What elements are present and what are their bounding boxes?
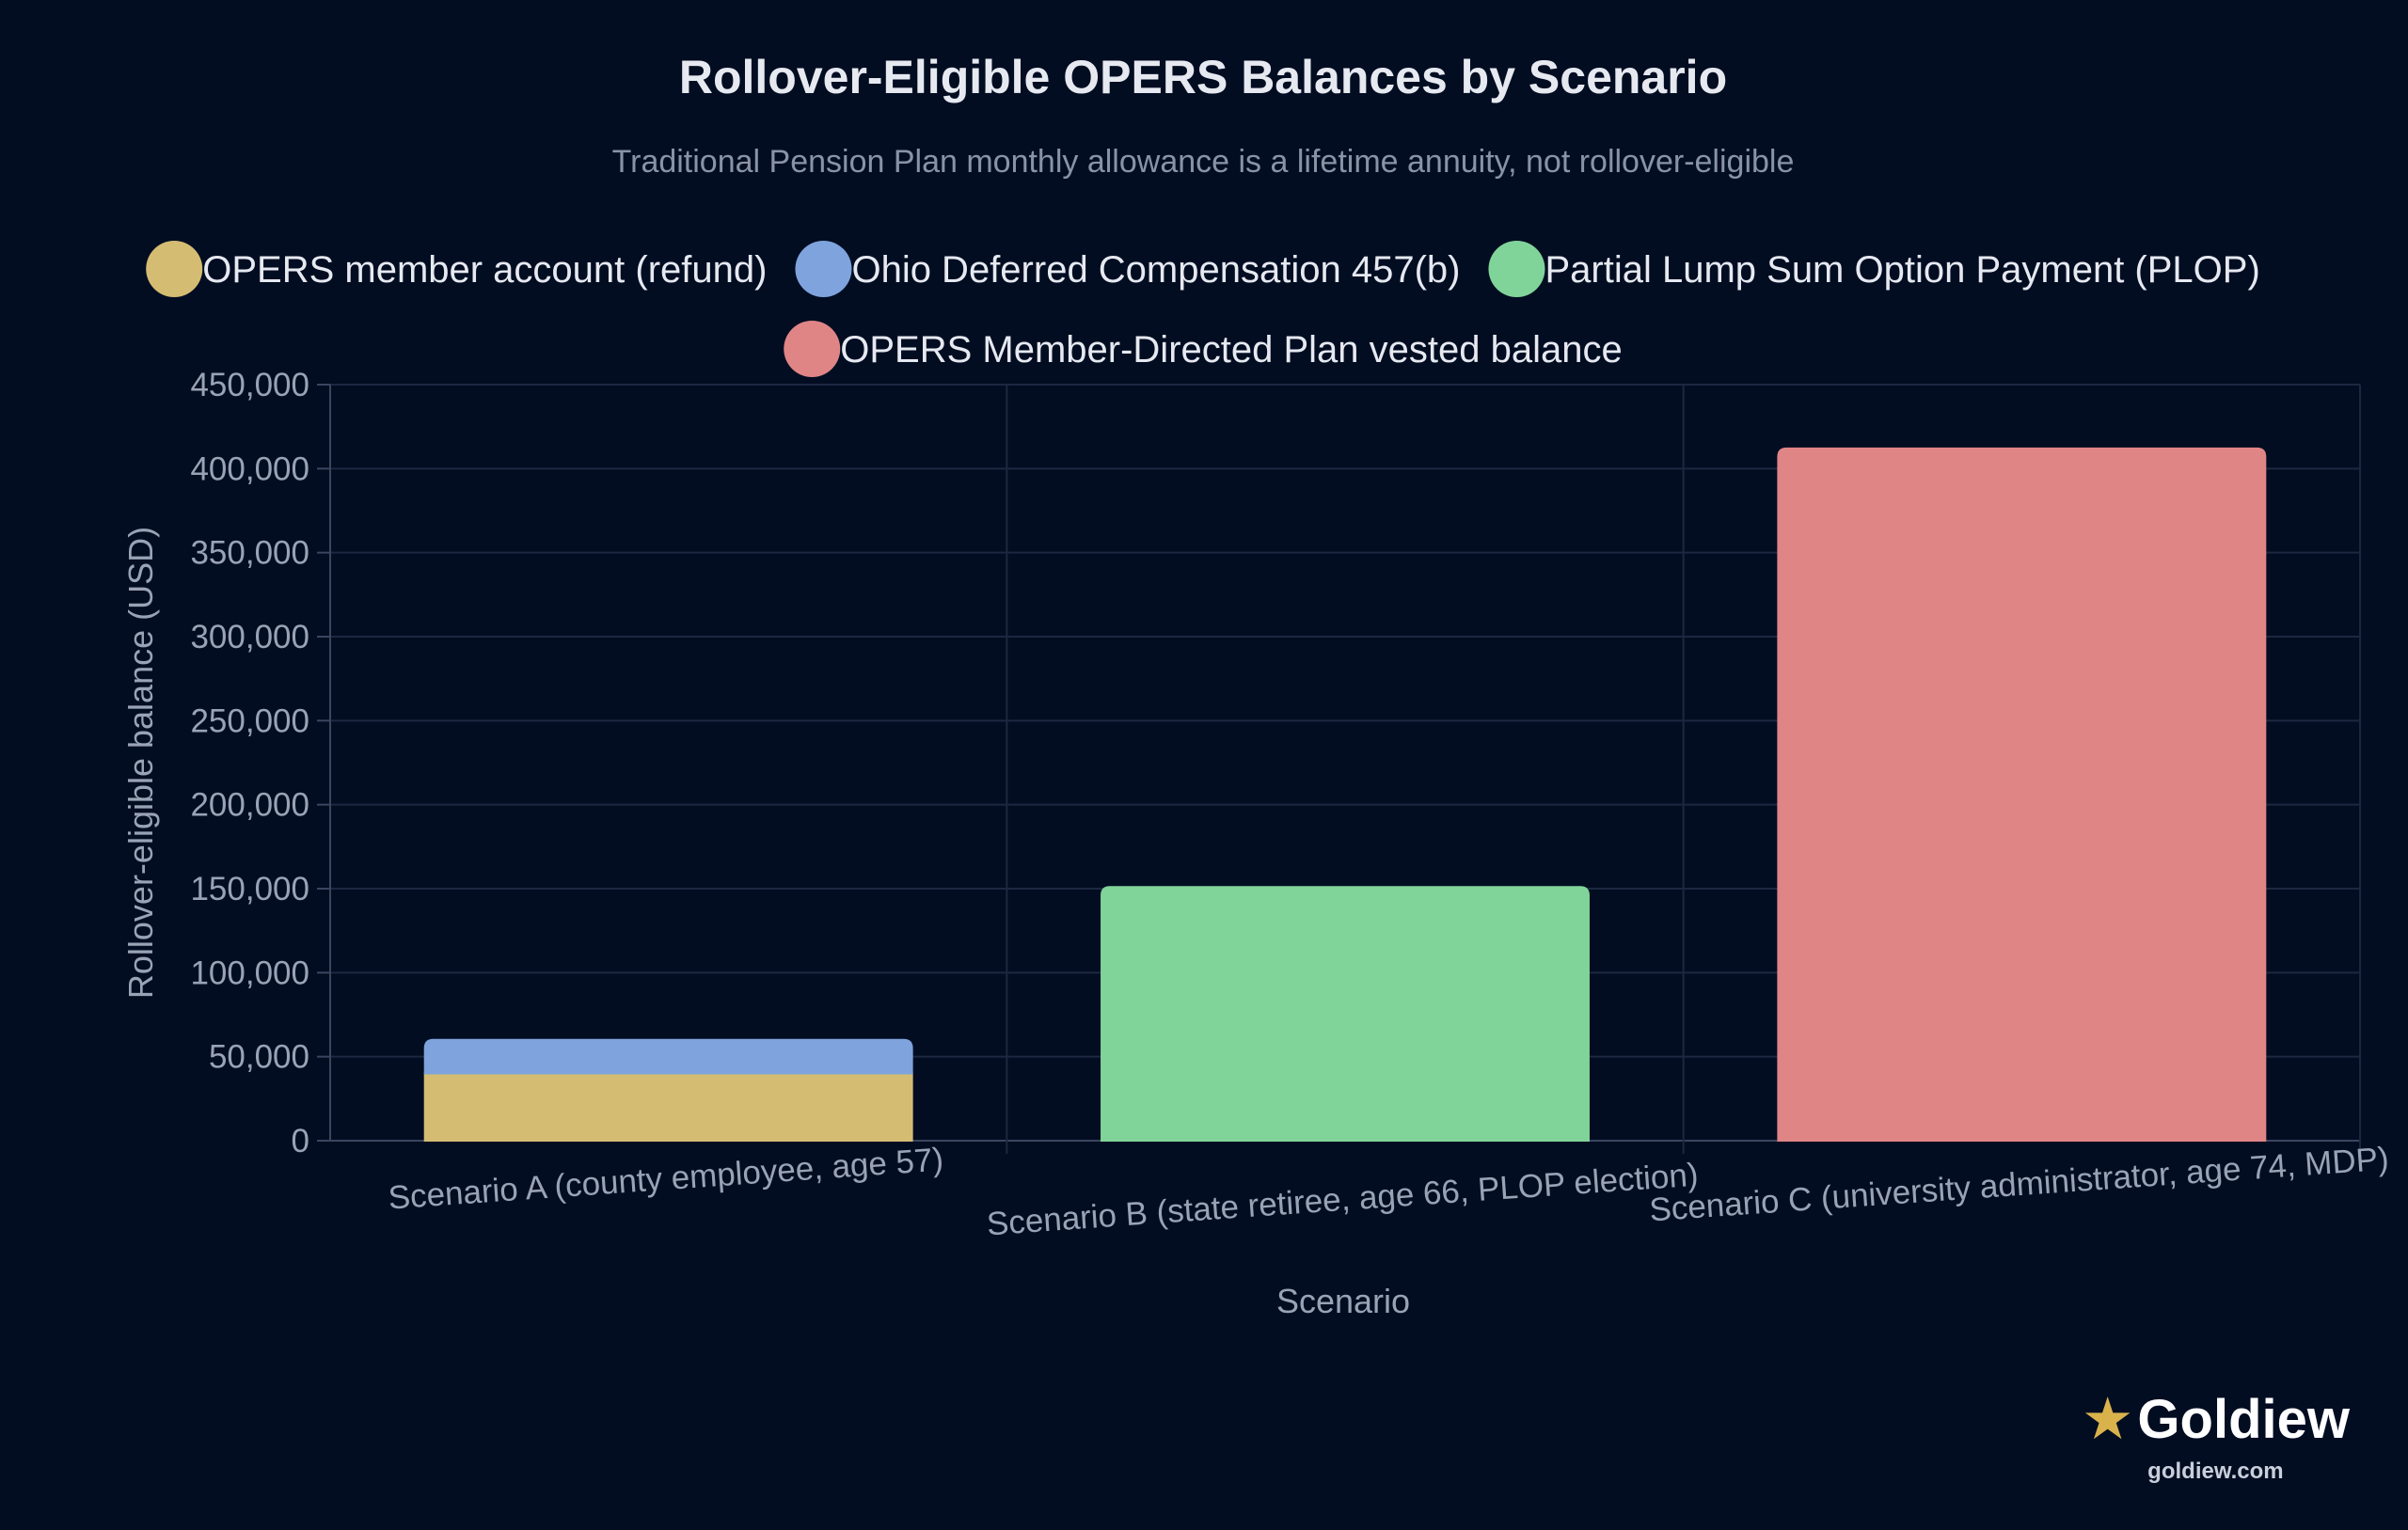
brand-url: goldiew.com xyxy=(2147,1459,2284,1484)
legend-swatch xyxy=(795,241,852,297)
brand-name: Goldiew xyxy=(2137,1389,2350,1450)
bar-3-series-4 xyxy=(1777,447,2267,1142)
legend-item[interactable]: Ohio Deferred Compensation 457(b) xyxy=(795,241,1460,297)
brand-logo: ★ Goldiew goldiew.com xyxy=(2082,1391,2350,1485)
y-tick-label: 150,000 xyxy=(190,871,309,907)
x-axis-label: Scenario xyxy=(1276,1282,1410,1320)
legend-label: Partial Lump Sum Option Payment (PLOP) xyxy=(1545,249,2259,291)
x-axis: Scenario A (county employee, age 57) Scen… xyxy=(387,1141,2389,1243)
chart-title: Rollover-Eligible OPERS Balances by Scen… xyxy=(679,51,1727,103)
bars xyxy=(423,447,2267,1142)
legend: OPERS member account (refund) Ohio Deferr… xyxy=(146,241,2260,377)
y-tick-label: 450,000 xyxy=(190,367,309,403)
legend-swatch xyxy=(1488,241,1545,297)
legend-label: OPERS member account (refund) xyxy=(202,249,767,291)
y-tick-label: 400,000 xyxy=(190,450,309,487)
y-tick-label: 300,000 xyxy=(190,619,309,655)
bar-1-series-1 xyxy=(423,1072,913,1142)
legend-item[interactable]: OPERS member account (refund) xyxy=(146,241,767,297)
bar-2-series-3 xyxy=(1101,886,1590,1142)
x-tick-label: Scenario C (university administrator, ag… xyxy=(1648,1141,2390,1229)
x-tick-label: Scenario B (state retiree, age 66, PLOP … xyxy=(986,1157,1700,1243)
legend-label: OPERS Member-Directed Plan vested balanc… xyxy=(840,329,1622,371)
y-tick-label: 350,000 xyxy=(190,535,309,572)
legend-label: Ohio Deferred Compensation 457(b) xyxy=(851,249,1460,291)
legend-swatch xyxy=(146,241,203,297)
x-tick-label: Scenario A (county employee, age 57) xyxy=(387,1141,944,1216)
y-axis: 0 50,000 100,000 150,000 200,000 250,000 300,0… xyxy=(190,367,330,1159)
y-axis-label: Rollover-eligible balance (USD) xyxy=(121,527,160,999)
y-tick-label: 50,000 xyxy=(209,1039,309,1076)
y-tick-label: 0 xyxy=(292,1123,309,1159)
bar-1-series-2 xyxy=(423,1038,913,1075)
star-icon: ★ xyxy=(2081,1387,2134,1452)
y-tick-label: 200,000 xyxy=(190,787,309,824)
legend-swatch xyxy=(784,321,841,377)
legend-item[interactable]: OPERS Member-Directed Plan vested balanc… xyxy=(784,321,1623,377)
grid xyxy=(329,384,2361,1154)
y-tick-label: 250,000 xyxy=(190,702,309,739)
legend-item[interactable]: Partial Lump Sum Option Payment (PLOP) xyxy=(1488,241,2260,297)
y-tick-label: 100,000 xyxy=(190,954,309,991)
chart-subtitle: Traditional Pension Plan monthly allowan… xyxy=(612,144,1795,180)
